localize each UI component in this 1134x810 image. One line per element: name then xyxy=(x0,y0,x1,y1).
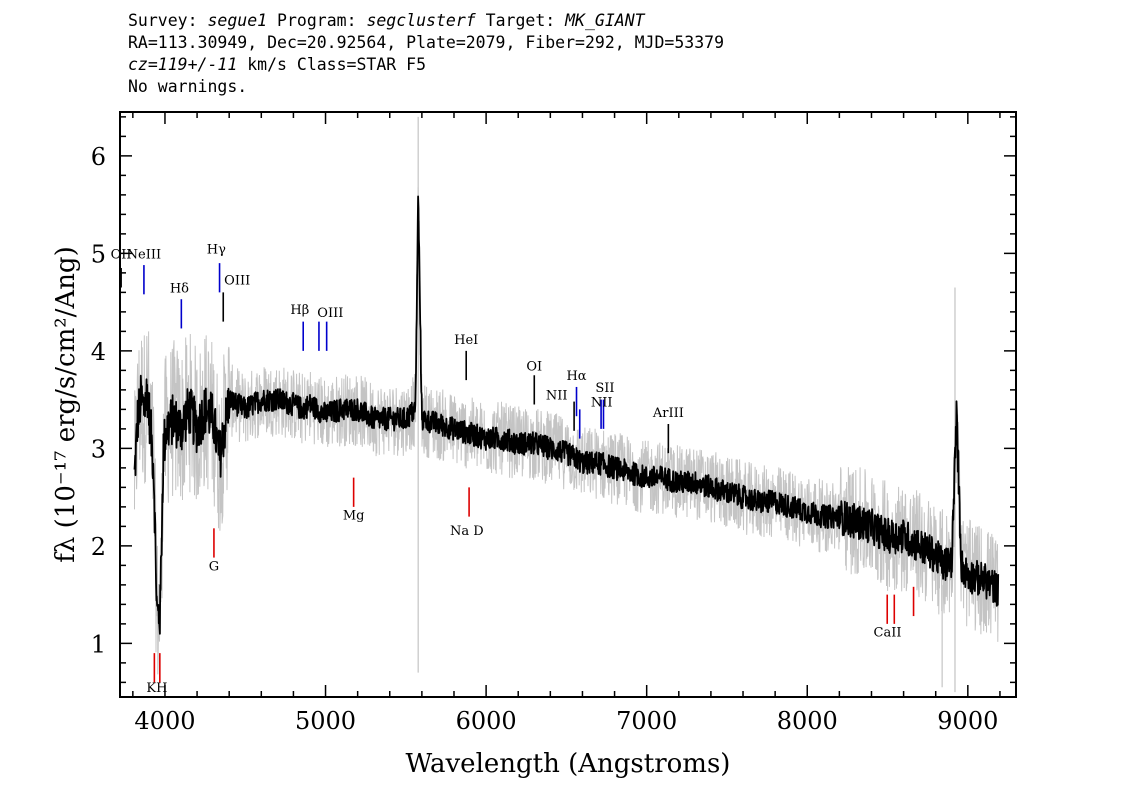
line-label-5: Hβ xyxy=(290,303,309,318)
line-label-21: CaII xyxy=(874,626,902,641)
header-line-3: cz=119+/-11 km/s Class=STAR F5 xyxy=(128,54,1028,76)
x-tick-label-3: 7000 xyxy=(616,707,677,735)
axis-tick-labels: 4000 5000 6000 7000 8000 9000 1 2 3 4 5 6 xyxy=(91,143,999,735)
plot-frame xyxy=(119,111,1017,698)
target-value: MK_GIANT xyxy=(565,11,645,30)
header-line-1: Survey: segue1 Program: segclusterf Targ… xyxy=(128,10,1028,32)
spectrum-header: Survey: segue1 Program: segclusterf Targ… xyxy=(128,10,1028,98)
line-label-15: ArIII xyxy=(652,406,684,421)
x-tick-label-4: 8000 xyxy=(777,707,838,735)
y-tick-label-0: 1 xyxy=(91,630,106,658)
line-label-6: OIII xyxy=(317,306,343,321)
flux-trace xyxy=(133,195,1000,635)
line-label-16: KH xyxy=(146,681,167,696)
line-label-1: NeIII xyxy=(127,247,161,262)
line-label-14: NII xyxy=(591,395,613,410)
survey-value: segue1 xyxy=(207,11,268,30)
x-tick-label-2: 6000 xyxy=(456,707,517,735)
y-tick-label-1: 2 xyxy=(91,533,106,561)
flux-series xyxy=(133,195,1000,635)
x-axis-title: Wavelength (Angstroms) xyxy=(406,749,731,779)
header-line-2: RA=113.30949, Dec=20.92564, Plate=2079, … xyxy=(128,33,725,52)
line-label-4: Hδ xyxy=(170,281,189,296)
x-tick-label-5: 9000 xyxy=(937,707,998,735)
line-label-18: G xyxy=(209,559,219,574)
line-label-19: Mg xyxy=(343,509,365,524)
axis-ticks xyxy=(120,112,1016,697)
program-value: segclusterf xyxy=(366,11,476,30)
error-trace xyxy=(134,187,999,675)
redshift-value: cz=119+/-11 xyxy=(128,55,238,74)
line-label-20: Na D xyxy=(450,524,484,539)
line-label-10: NII xyxy=(546,389,568,404)
line-label-11: Hα xyxy=(566,369,586,384)
y-tick-label-5: 6 xyxy=(91,143,106,171)
line-label-13: SII xyxy=(595,381,614,396)
y-axis-title: fλ (10⁻¹⁷ erg/s/cm²/Ang) xyxy=(51,246,81,562)
target-label: Target: xyxy=(475,11,566,30)
x-tick-label-1: 5000 xyxy=(295,707,356,735)
line-label-0: OII xyxy=(111,247,132,262)
survey-label: Survey: xyxy=(128,11,208,30)
header-line-4: No warnings. xyxy=(128,77,248,96)
line-label-9: OI xyxy=(526,359,542,374)
y-tick-label-3: 4 xyxy=(91,338,106,366)
x-tick-label-0: 4000 xyxy=(134,707,195,735)
line-label-3: OIII xyxy=(224,274,250,289)
line-label-2: Hγ xyxy=(207,242,226,257)
class-text: km/s Class=STAR F5 xyxy=(237,55,427,74)
y-tick-label-4: 5 xyxy=(91,240,106,268)
y-tick-label-2: 3 xyxy=(91,435,106,463)
program-label: Program: xyxy=(267,11,367,30)
line-label-8: HeI xyxy=(454,333,478,348)
